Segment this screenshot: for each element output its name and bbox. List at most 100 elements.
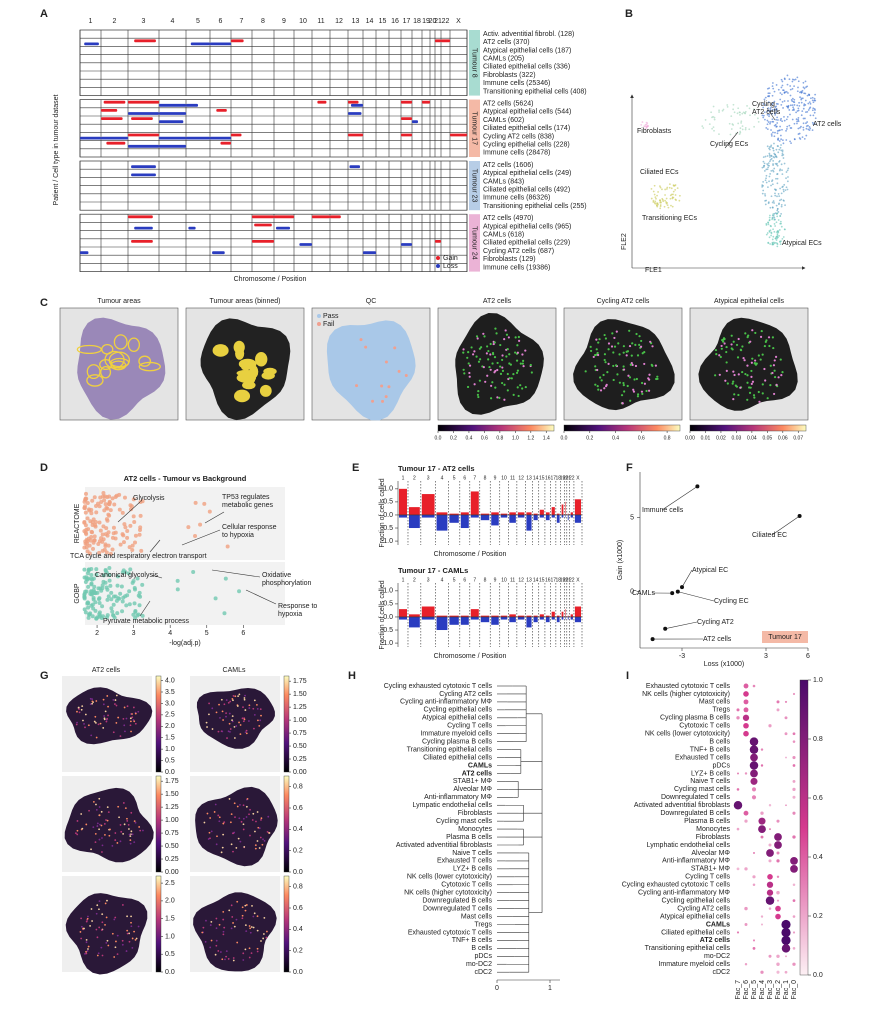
colorbar-tick-label: 0.00	[293, 769, 307, 776]
term-dot	[90, 602, 95, 607]
cell-type-label: B cells	[471, 945, 492, 952]
cell-type-label: Cycling exhausted cytotoxic T cells	[622, 882, 731, 889]
spot	[126, 929, 129, 932]
row-label: Cycling AT2 cells (838)	[483, 133, 554, 140]
spot	[98, 828, 101, 831]
term-dot	[97, 610, 102, 615]
spot	[232, 699, 234, 702]
gain-segment	[348, 133, 363, 137]
embedding-dot	[771, 241, 774, 244]
factor-dot	[736, 867, 740, 871]
factor-dot	[785, 756, 787, 759]
spot	[750, 369, 753, 373]
spot	[96, 954, 99, 957]
spot	[134, 712, 137, 715]
embedding-dot	[767, 166, 770, 169]
panel-title: Atypical epithelial cells	[714, 298, 785, 305]
spot	[98, 814, 101, 817]
embedding-dot	[645, 125, 648, 128]
spot	[766, 397, 769, 400]
spot	[107, 714, 109, 717]
row-label: Activ. adventitial fibrobl. (128)	[483, 31, 574, 38]
spot	[623, 390, 626, 393]
spot	[130, 921, 132, 924]
gain-segment	[220, 141, 231, 145]
embedding-dot	[655, 204, 658, 206]
spot	[771, 336, 774, 339]
gain-bar	[545, 615, 550, 617]
spot	[133, 720, 136, 723]
spot	[607, 348, 610, 351]
spot	[751, 357, 754, 360]
term-dot	[89, 511, 94, 516]
gain-bar	[500, 615, 508, 617]
loss-bar	[517, 616, 525, 620]
spot	[126, 915, 128, 918]
spot	[124, 730, 126, 733]
spot	[96, 936, 99, 939]
term-dot	[137, 603, 142, 608]
spot	[625, 350, 628, 353]
spot	[127, 823, 130, 826]
embedding-dot	[670, 204, 672, 207]
spot	[209, 924, 212, 926]
embedding-dot	[769, 107, 772, 110]
factor-dot	[743, 810, 749, 816]
loss-segment	[131, 165, 156, 169]
loss-segment	[128, 112, 159, 115]
spot	[214, 803, 217, 806]
term-dot	[101, 524, 106, 529]
spot	[245, 930, 248, 933]
spot	[639, 345, 643, 348]
tumour-bin	[233, 340, 245, 354]
embedding-dot	[767, 221, 769, 224]
spot	[364, 345, 368, 349]
embedding-dot	[730, 128, 733, 130]
embedding-dot	[765, 233, 768, 236]
colorbar-tick-label: 1.50	[165, 791, 179, 798]
term-dot	[115, 611, 120, 616]
spot	[94, 841, 97, 844]
spot	[638, 335, 641, 338]
colorbar-tick-label: 0.75	[293, 730, 307, 737]
embedding-dot	[807, 128, 810, 131]
tumour-bin	[236, 372, 257, 383]
factor-dot	[792, 962, 796, 966]
gain-segment	[128, 100, 159, 104]
y-tick-label: 1.0	[383, 486, 393, 493]
gain-bar	[470, 609, 479, 617]
spot	[123, 706, 126, 709]
spot	[501, 366, 504, 369]
embedding-dot	[780, 78, 783, 81]
chromosome-label: 3	[142, 18, 146, 25]
term-dot	[123, 525, 128, 530]
spot	[244, 904, 247, 907]
term-dot	[118, 591, 123, 596]
colorbar-tick-label: 0.6	[638, 435, 645, 441]
spot	[119, 840, 122, 843]
embedding-dot	[643, 125, 646, 128]
annotation: Response to	[278, 603, 317, 610]
gain-bar	[545, 512, 550, 515]
embedding-dot	[778, 229, 781, 231]
spot	[90, 848, 92, 851]
term-dot	[95, 615, 100, 620]
row-label: Transitioning epithelial cells (408)	[483, 88, 587, 95]
spot	[606, 371, 609, 374]
spot	[113, 956, 116, 958]
spot	[744, 372, 747, 376]
factor-dot	[733, 801, 743, 810]
spot	[100, 824, 103, 827]
spot	[101, 954, 104, 957]
cell-type-label: Cytotoxic T cells	[679, 723, 730, 730]
embedding-dot	[809, 114, 812, 117]
spot	[89, 697, 92, 700]
embedding-dot	[780, 144, 782, 146]
embedding-dot	[782, 188, 785, 191]
embedding-dot	[788, 124, 791, 127]
spot	[725, 361, 728, 364]
embedding-dot	[741, 128, 744, 131]
embedding-dot	[781, 84, 784, 87]
spot	[218, 923, 221, 926]
embedding-dot	[793, 98, 796, 101]
